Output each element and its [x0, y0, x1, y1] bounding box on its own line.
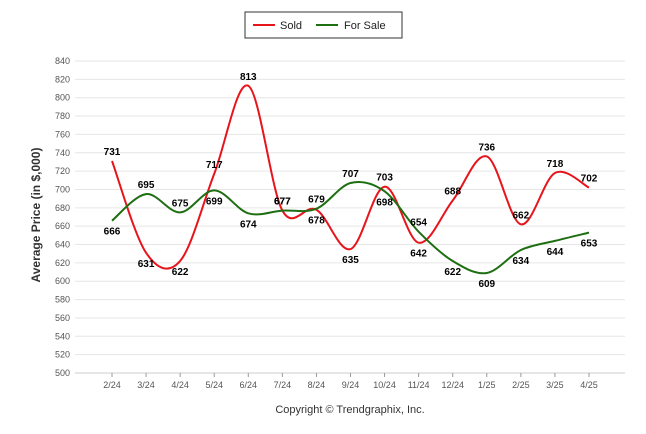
y-tick-label: 800 — [55, 93, 70, 103]
sold-data-label: 736 — [478, 142, 495, 153]
for-sale-data-label: 654 — [410, 218, 427, 229]
y-tick-label: 680 — [55, 203, 70, 213]
sold-data-label: 678 — [308, 216, 325, 227]
for-sale-data-label: 675 — [172, 198, 189, 209]
x-tick-label: 8/24 — [308, 380, 326, 390]
y-tick-label: 700 — [55, 184, 70, 194]
for-sale-data-label: 622 — [444, 267, 461, 278]
y-tick-label: 760 — [55, 129, 70, 139]
y-tick-label: 500 — [55, 368, 70, 378]
x-tick-label: 7/24 — [274, 380, 292, 390]
y-tick-label: 820 — [55, 74, 70, 84]
y-tick-label: 740 — [55, 148, 70, 158]
sold-data-label: 688 — [444, 186, 461, 197]
sold-data-label: 813 — [240, 72, 257, 83]
x-tick-label: 4/24 — [171, 380, 189, 390]
y-tick-label: 720 — [55, 166, 70, 176]
for-sale-data-label: 634 — [513, 256, 530, 267]
for-sale-data-label: 695 — [138, 180, 155, 191]
sold-data-label: 703 — [376, 173, 393, 184]
for-sale-data-label: 698 — [376, 197, 393, 208]
y-tick-label: 840 — [55, 56, 70, 66]
axes: 500 520 540 560 580 600 620 640 660 680 700 720 740 7… — [55, 56, 625, 390]
sold-data-label: 677 — [274, 197, 291, 208]
legend: Sold For Sale — [244, 11, 403, 39]
series-lines — [111, 84, 590, 275]
y-tick-label: 780 — [55, 111, 70, 121]
data-labels: 731 631 622 717 813 677 678 635 703 642 688 736 662 7… — [104, 72, 598, 290]
x-tick-label: 5/24 — [205, 380, 223, 390]
for-sale-line — [111, 180, 590, 275]
legend-forsale-label: For Sale — [344, 20, 386, 32]
for-sale-data-label: 653 — [581, 239, 598, 250]
y-tick-label: 640 — [55, 240, 70, 250]
sold-data-label: 662 — [513, 210, 530, 221]
y-tick-label: 600 — [55, 276, 70, 286]
x-tick-label: 3/24 — [137, 380, 155, 390]
y-tick-label: 540 — [55, 331, 70, 341]
copyright-footer: Copyright © Trendgraphix, Inc. — [275, 404, 424, 416]
for-sale-data-label: 644 — [547, 247, 564, 258]
x-tick-label: 2/24 — [103, 380, 121, 390]
sold-data-label: 635 — [342, 255, 359, 266]
sold-data-label: 731 — [104, 147, 121, 158]
x-tick-label: 12/24 — [441, 380, 464, 390]
y-axis-label: Average Price (in $,000) — [29, 148, 43, 283]
for-sale-data-label: 699 — [206, 196, 223, 207]
sold-data-label: 622 — [172, 267, 189, 278]
sold-data-label: 642 — [410, 249, 427, 260]
y-tick-label: 580 — [55, 295, 70, 305]
for-sale-data-label: 679 — [308, 195, 325, 206]
x-tick-label: 10/24 — [373, 380, 396, 390]
for-sale-data-label: 609 — [478, 279, 495, 290]
x-tick-label: 3/25 — [546, 380, 564, 390]
for-sale-data-label: 666 — [104, 227, 121, 238]
x-tick-label: 4/25 — [580, 380, 598, 390]
gridlines — [75, 60, 625, 374]
y-tick-label: 620 — [55, 258, 70, 268]
sold-data-label: 702 — [581, 174, 598, 185]
y-tick-label: 520 — [55, 350, 70, 360]
sold-line — [111, 84, 590, 270]
y-tick-label: 560 — [55, 313, 70, 323]
for-sale-data-label: 674 — [240, 219, 257, 230]
x-tick-label: 6/24 — [240, 380, 258, 390]
x-tick-label: 2/25 — [512, 380, 530, 390]
sold-data-label: 718 — [547, 159, 564, 170]
x-tick-label: 9/24 — [342, 380, 360, 390]
y-tick-label: 660 — [55, 221, 70, 231]
legend-sold-label: Sold — [280, 20, 302, 32]
x-tick-label: 11/24 — [408, 380, 430, 390]
x-tick-label: 1/25 — [478, 380, 496, 390]
for-sale-data-label: 677 — [274, 197, 291, 208]
sold-data-label: 717 — [206, 160, 223, 171]
for-sale-data-label: 707 — [342, 169, 359, 180]
sold-data-label: 631 — [138, 259, 155, 270]
